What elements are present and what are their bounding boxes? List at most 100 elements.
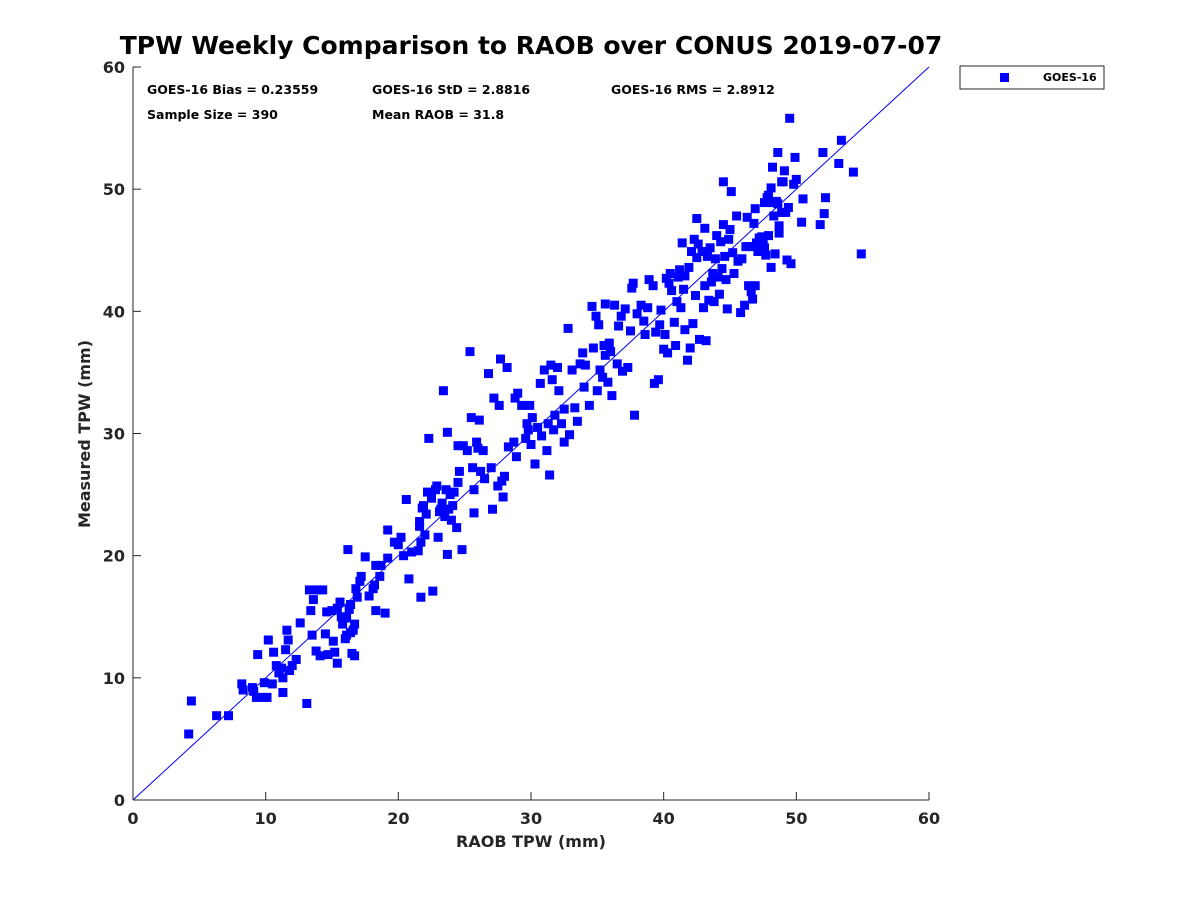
data-point bbox=[421, 509, 431, 519]
data-point bbox=[785, 113, 795, 123]
data-point bbox=[612, 359, 622, 369]
data-point bbox=[383, 553, 393, 563]
data-point bbox=[764, 190, 773, 200]
data-point bbox=[797, 217, 807, 227]
data-point bbox=[427, 493, 436, 503]
data-point bbox=[757, 232, 767, 242]
data-point bbox=[457, 545, 467, 555]
data-point bbox=[399, 551, 409, 561]
data-point bbox=[343, 545, 353, 555]
data-point bbox=[728, 248, 738, 258]
data-point bbox=[500, 471, 509, 481]
data-point bbox=[600, 299, 610, 309]
data-point bbox=[285, 666, 294, 675]
y-tick-label: 10 bbox=[103, 669, 125, 688]
data-point bbox=[623, 363, 633, 372]
legend-box bbox=[959, 65, 1105, 90]
data-point bbox=[371, 606, 381, 616]
data-point bbox=[546, 360, 556, 370]
data-point bbox=[834, 159, 844, 168]
data-point bbox=[687, 247, 696, 256]
data-point bbox=[454, 466, 464, 476]
data-point bbox=[708, 269, 718, 278]
data-point bbox=[295, 618, 305, 628]
data-point bbox=[438, 386, 448, 396]
data-point bbox=[315, 651, 325, 661]
x-axis-label: RAOB TPW (mm) bbox=[456, 832, 606, 851]
data-point bbox=[665, 269, 675, 278]
data-point bbox=[563, 323, 573, 333]
data-point bbox=[453, 477, 463, 487]
data-point bbox=[636, 300, 646, 310]
data-point bbox=[592, 386, 602, 396]
data-point bbox=[322, 607, 332, 617]
data-point bbox=[517, 400, 527, 410]
data-point bbox=[342, 613, 352, 623]
data-point bbox=[542, 446, 552, 456]
data-point bbox=[744, 281, 754, 291]
data-point bbox=[588, 343, 598, 353]
y-tick-label: 50 bbox=[103, 180, 125, 199]
data-point bbox=[496, 354, 505, 364]
data-point bbox=[513, 388, 523, 398]
data-point bbox=[749, 218, 759, 228]
data-point bbox=[396, 532, 406, 542]
data-point bbox=[224, 711, 233, 721]
data-point bbox=[259, 678, 269, 688]
data-point bbox=[713, 272, 723, 282]
data-point bbox=[610, 300, 620, 310]
data-point bbox=[819, 209, 829, 219]
data-point bbox=[688, 319, 698, 329]
data-point bbox=[448, 501, 458, 511]
data-point bbox=[653, 375, 663, 385]
data-point bbox=[856, 249, 866, 259]
data-point bbox=[791, 174, 801, 184]
data-point bbox=[543, 419, 553, 429]
data-point bbox=[267, 679, 277, 689]
data-point bbox=[651, 327, 661, 337]
data-point bbox=[502, 363, 512, 372]
data-point bbox=[732, 211, 742, 221]
data-point bbox=[572, 416, 582, 426]
data-point bbox=[580, 360, 590, 370]
data-point bbox=[704, 295, 714, 305]
y-tick-label: 0 bbox=[114, 791, 125, 810]
data-point bbox=[545, 470, 555, 480]
data-point bbox=[522, 419, 532, 429]
data-point bbox=[594, 320, 604, 330]
legend: GOES-16 bbox=[959, 65, 1105, 90]
data-point bbox=[415, 517, 425, 526]
data-point bbox=[469, 485, 479, 495]
data-point bbox=[493, 481, 503, 491]
data-point bbox=[332, 603, 342, 613]
data-point bbox=[510, 393, 520, 403]
stat-sample-size: Sample Size = 390 bbox=[147, 107, 278, 122]
data-point bbox=[604, 338, 614, 348]
data-point bbox=[282, 625, 292, 635]
data-point bbox=[570, 403, 580, 413]
data-point bbox=[424, 433, 434, 443]
data-point bbox=[416, 537, 426, 547]
data-point bbox=[769, 211, 779, 221]
data-point bbox=[416, 592, 426, 602]
data-point bbox=[663, 348, 673, 358]
data-point bbox=[664, 278, 674, 288]
data-point bbox=[376, 560, 386, 570]
data-point bbox=[614, 321, 624, 331]
data-point bbox=[440, 512, 450, 522]
data-point bbox=[718, 220, 728, 230]
data-point bbox=[599, 341, 609, 350]
data-point bbox=[360, 552, 370, 562]
data-point bbox=[262, 692, 272, 702]
data-point bbox=[718, 177, 728, 187]
data-point bbox=[639, 316, 649, 326]
data-point bbox=[699, 303, 708, 313]
data-point bbox=[692, 214, 702, 223]
data-point bbox=[669, 317, 679, 327]
data-point bbox=[494, 400, 504, 410]
data-point bbox=[498, 492, 508, 502]
data-point bbox=[350, 619, 360, 629]
data-point bbox=[836, 135, 846, 145]
data-point bbox=[818, 148, 828, 157]
data-point bbox=[404, 574, 414, 584]
